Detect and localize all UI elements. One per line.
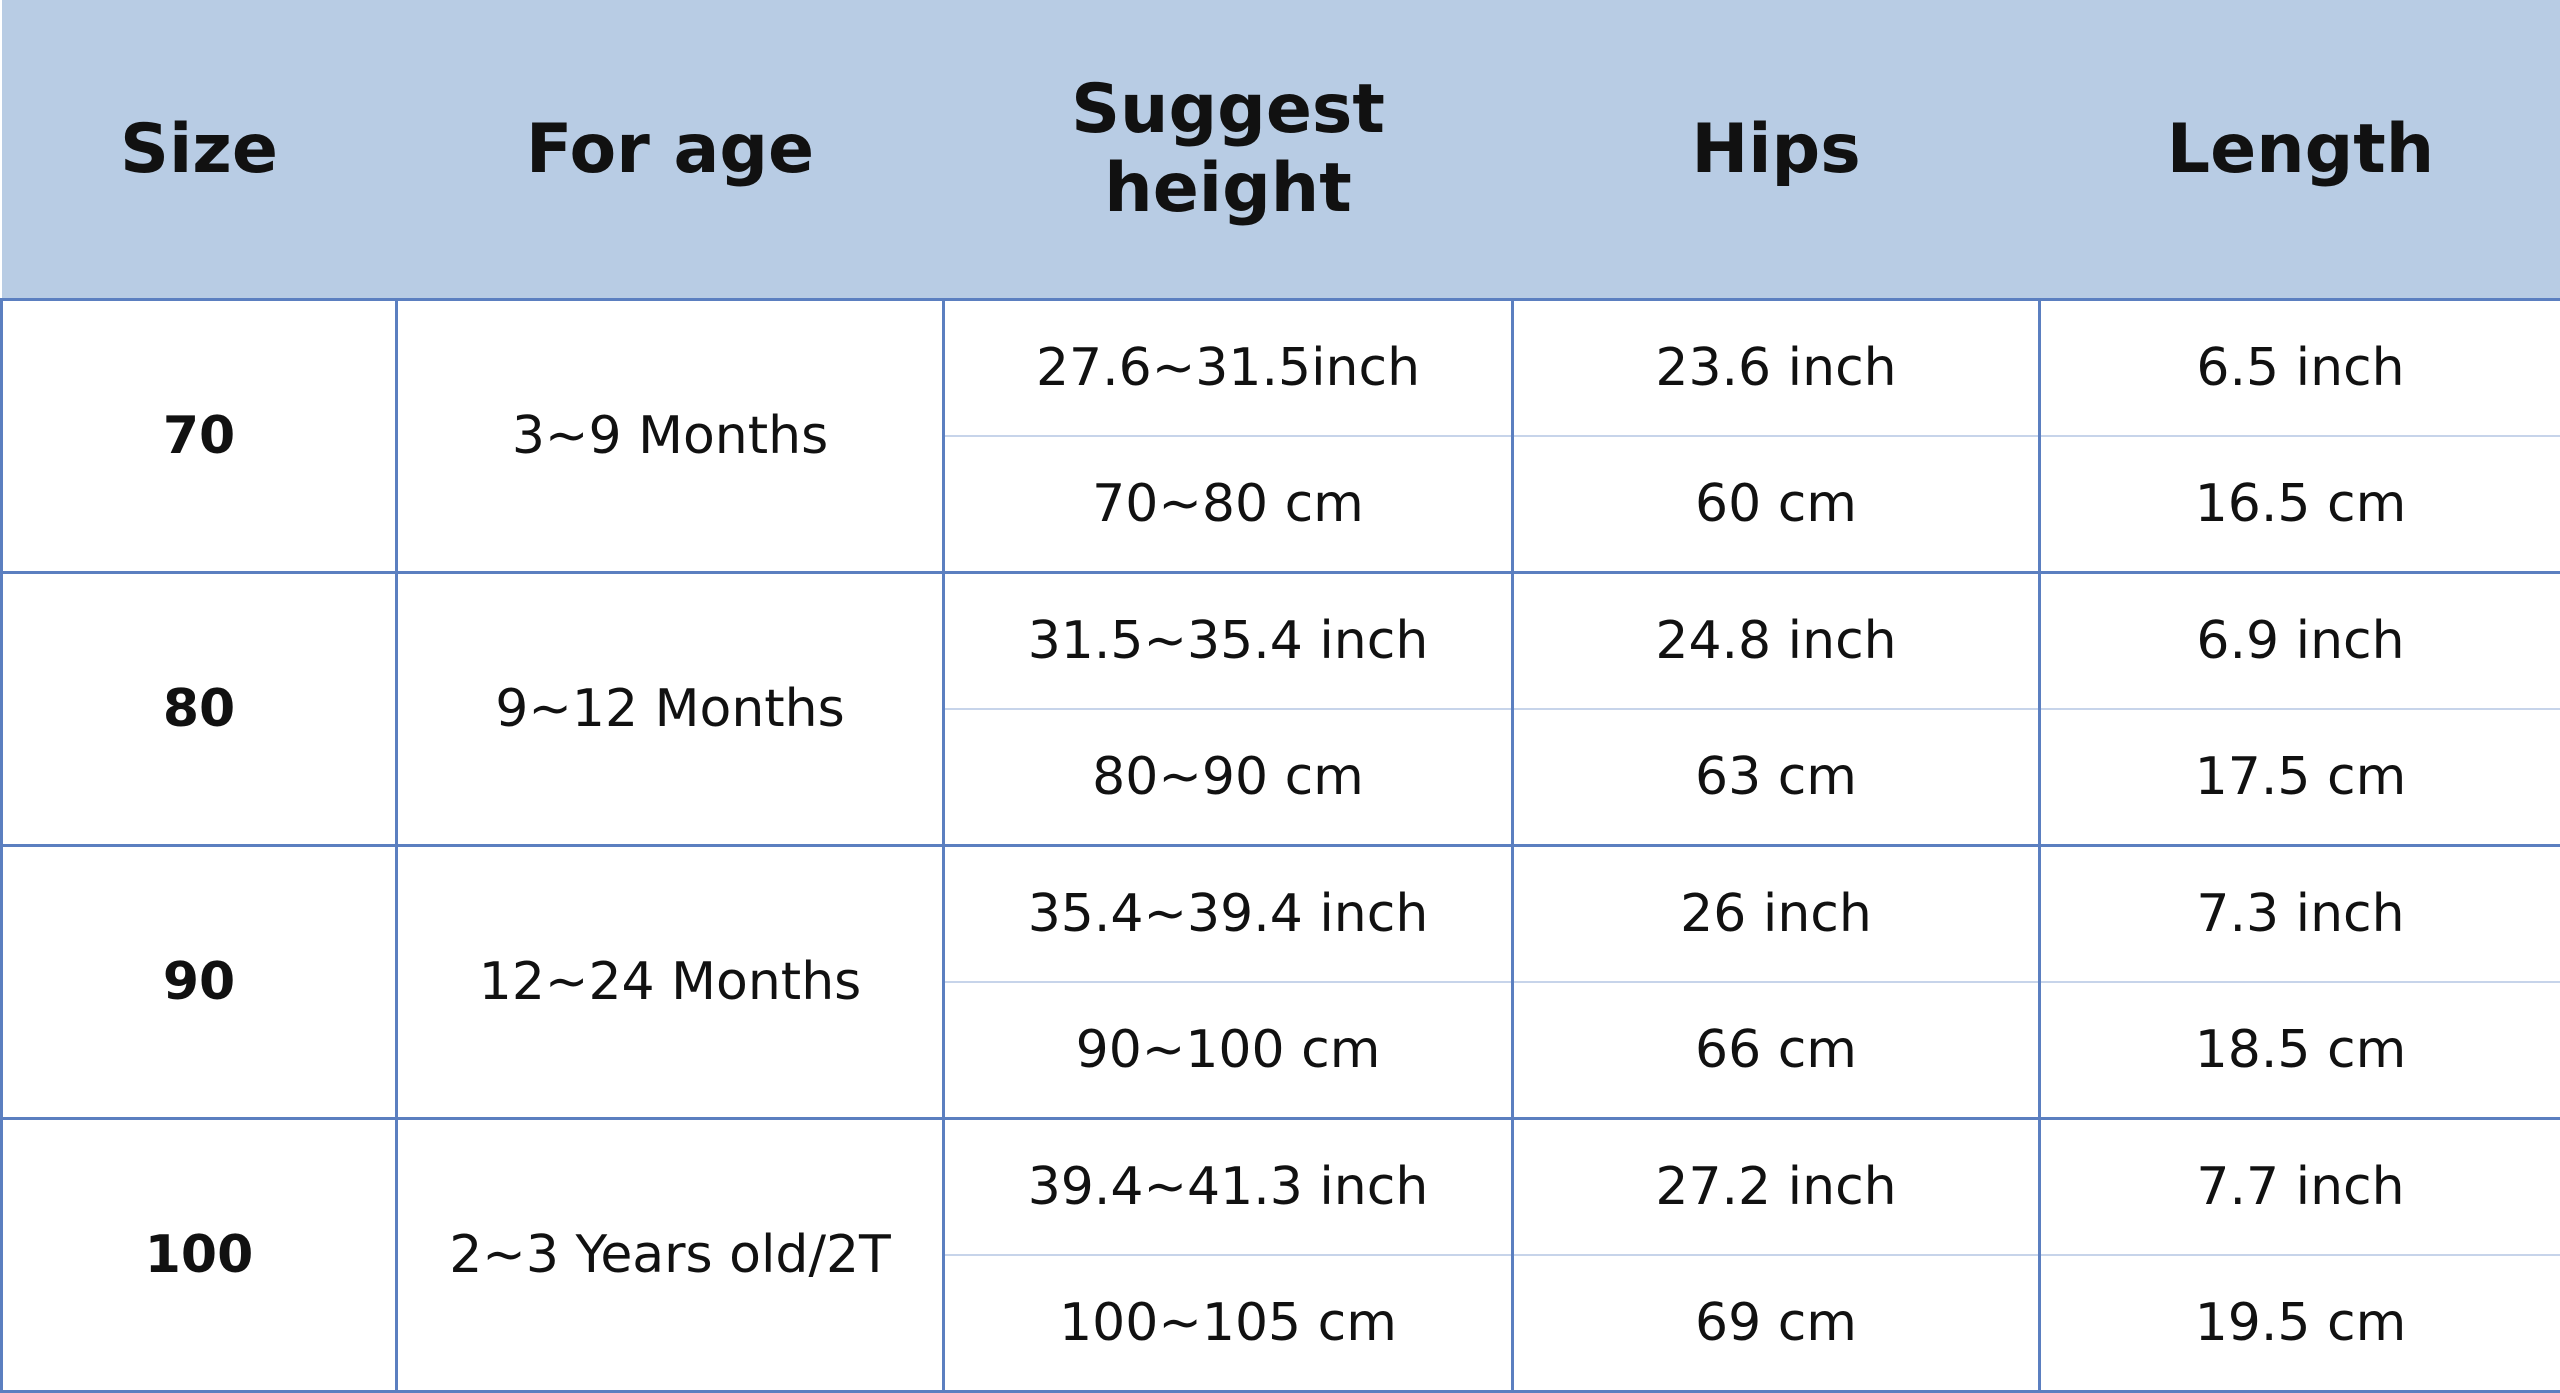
length-cell: 6.5 inch — [2038, 298, 2560, 437]
table-row: 90 12~24 Months 35.4~39.4 inch 26 inch 7.3 i… — [0, 844, 2560, 1120]
height-cell: 70~80 cm — [942, 435, 1514, 574]
table-row: 80 9~12 Months 31.5~35.4 inch 24.8 inch 6.9 … — [0, 571, 2560, 847]
height-cell: 27.6~31.5inch — [942, 298, 1514, 437]
hips-cell: 27.2 inch — [1511, 1117, 2041, 1256]
hips-cell: 66 cm — [1511, 981, 2041, 1120]
height-cell: 35.4~39.4 inch — [942, 844, 1514, 983]
hips-cell: 63 cm — [1511, 708, 2041, 847]
hips-cell: 23.6 inch — [1511, 298, 2041, 437]
header-text: For age — [525, 109, 815, 189]
table-row: 80~90 cm 63 cm 17.5 cm — [2, 708, 2560, 847]
age-cell: 12~24 Months — [395, 844, 945, 1120]
table-row: 70 3~9 Months 27.6~31.5inch 23.6 inch 6.5 in… — [0, 298, 2560, 574]
header-cell: Hips — [1512, 0, 2040, 301]
age-cell: 2~3 Years old/2T — [395, 1117, 945, 1393]
length-cell: 19.5 cm — [2038, 1254, 2560, 1393]
size-cell: 100 — [0, 1117, 398, 1393]
header-cell: Suggest height — [943, 0, 1513, 301]
table-body: 70 3~9 Months 27.6~31.5inch 23.6 inch 6.5 in… — [0, 298, 2560, 1393]
header-cell: For age — [396, 0, 944, 301]
length-cell: 6.9 inch — [2038, 571, 2560, 710]
header-text: Length — [2166, 109, 2435, 189]
height-cell: 100~105 cm — [942, 1254, 1514, 1393]
header-cell: Length — [2039, 0, 2560, 301]
height-cell: 90~100 cm — [942, 981, 1514, 1120]
height-cell: 80~90 cm — [942, 708, 1514, 847]
table-row: 70~80 cm 60 cm 16.5 cm — [2, 435, 2560, 574]
header-text: Suggest height — [1071, 70, 1385, 228]
hips-cell: 69 cm — [1511, 1254, 2041, 1393]
table-row: 100 2~3 Years old/2T 39.4~41.3 inch 27.2 in… — [0, 1117, 2560, 1393]
length-cell: 16.5 cm — [2038, 435, 2560, 574]
length-cell: 7.3 inch — [2038, 844, 2560, 983]
size-cell: 70 — [0, 298, 398, 574]
age-cell: 9~12 Months — [395, 571, 945, 847]
size-cell: 90 — [0, 844, 398, 1120]
table-row: 90~100 cm 66 cm 18.5 cm — [2, 981, 2560, 1120]
hips-cell: 24.8 inch — [1511, 571, 2041, 710]
hips-cell: 60 cm — [1511, 435, 2041, 574]
height-cell: 31.5~35.4 inch — [942, 571, 1514, 710]
header-text: Size — [120, 109, 278, 189]
table-row: 100~105 cm 69 cm 19.5 cm — [2, 1254, 2560, 1393]
header-row: Size For age Suggest height Hips Length — [1, 0, 2560, 301]
header-text: Hips — [1691, 109, 1861, 189]
length-cell: 18.5 cm — [2038, 981, 2560, 1120]
height-cell: 39.4~41.3 inch — [942, 1117, 1514, 1256]
hips-cell: 26 inch — [1511, 844, 2041, 983]
length-cell: 17.5 cm — [2038, 708, 2560, 847]
size-cell: 80 — [0, 571, 398, 847]
header-cell: Size — [1, 0, 397, 301]
length-cell: 7.7 inch — [2038, 1117, 2560, 1256]
age-cell: 3~9 Months — [395, 298, 945, 574]
